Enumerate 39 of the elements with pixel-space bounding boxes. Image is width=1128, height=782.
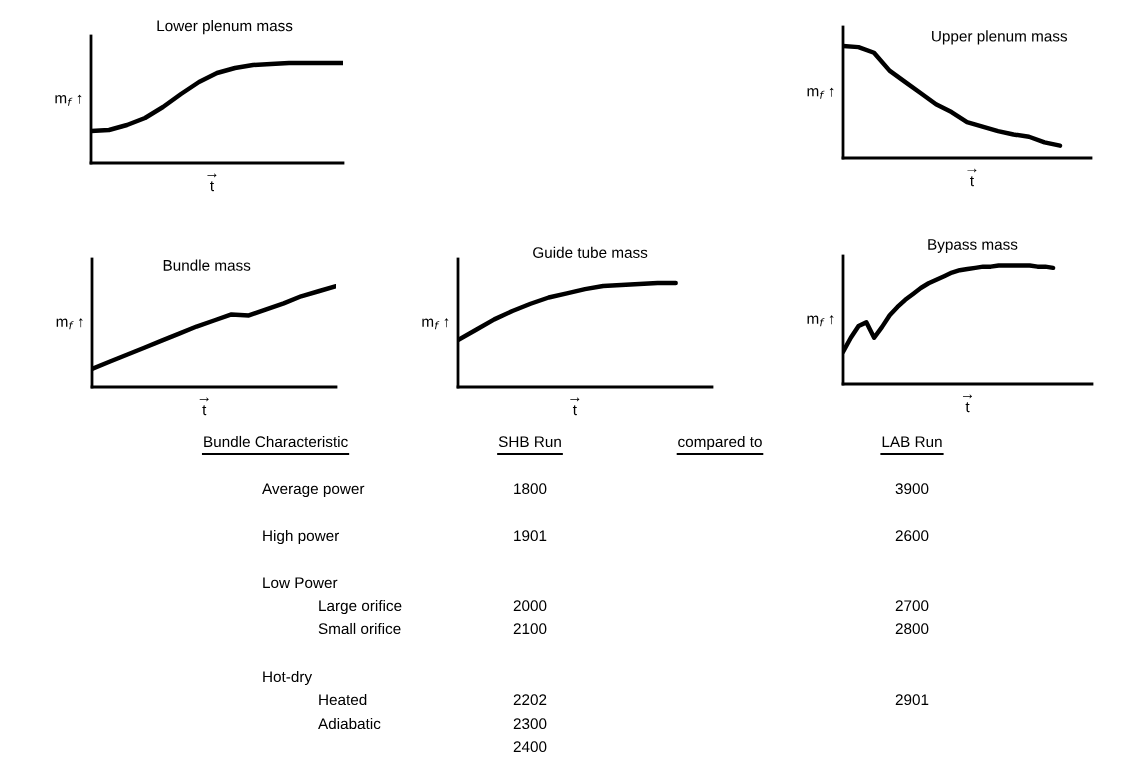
x-axis-title: → t [967, 168, 977, 187]
chart-title: Lower plenum mass [157, 19, 293, 35]
text: 3900 [895, 483, 929, 495]
text: 2202 [513, 694, 547, 706]
text: Bundle Characteristic [204, 435, 348, 448]
chart-title: Bypass mass [928, 239, 1018, 253]
text: High power [263, 529, 340, 545]
x-axis-title: → t [962, 394, 973, 413]
x-axis-title: → t [207, 173, 217, 192]
text: 2600 [895, 530, 929, 542]
text: Small orifice [318, 622, 401, 635]
x-axis-title: → t [199, 397, 209, 416]
text: Adiabatic [318, 717, 381, 730]
text: 2700 [895, 600, 929, 612]
text: Average power [262, 483, 365, 498]
text: LAB Run [882, 436, 942, 448]
text: 1800 [514, 483, 547, 495]
text: 2901 [895, 694, 929, 706]
text: 2100 [513, 623, 547, 635]
text: compared to [678, 435, 762, 451]
text: 2300 [513, 718, 547, 730]
text: Heated [319, 693, 367, 706]
text: 2800 [895, 623, 929, 635]
chart-title: Bundle mass [163, 259, 251, 271]
text: Hot-dry [263, 670, 313, 686]
text: 2000 [513, 600, 547, 612]
text: 2400 [513, 741, 547, 753]
text: Low Power [263, 577, 338, 589]
text: 1901 [514, 530, 547, 542]
chart-title: Guide tube mass [533, 246, 648, 258]
x-axis-title: → t [570, 397, 580, 416]
y-axis-title: m$_{f}$ ↑ [56, 318, 83, 330]
chart-title: Upper plenum mass [932, 30, 1068, 45]
y-axis-title: m$_{f}$ ↑ [807, 315, 834, 327]
text: SHB Run [498, 436, 561, 448]
y-axis-title: m$_{f}$ ↑ [807, 87, 834, 99]
y-axis-title: m$_{f}$ ↑ [55, 94, 82, 106]
y-axis-title: m$_{f}$ ↑ [422, 318, 449, 330]
text: Large orifice [319, 599, 402, 615]
